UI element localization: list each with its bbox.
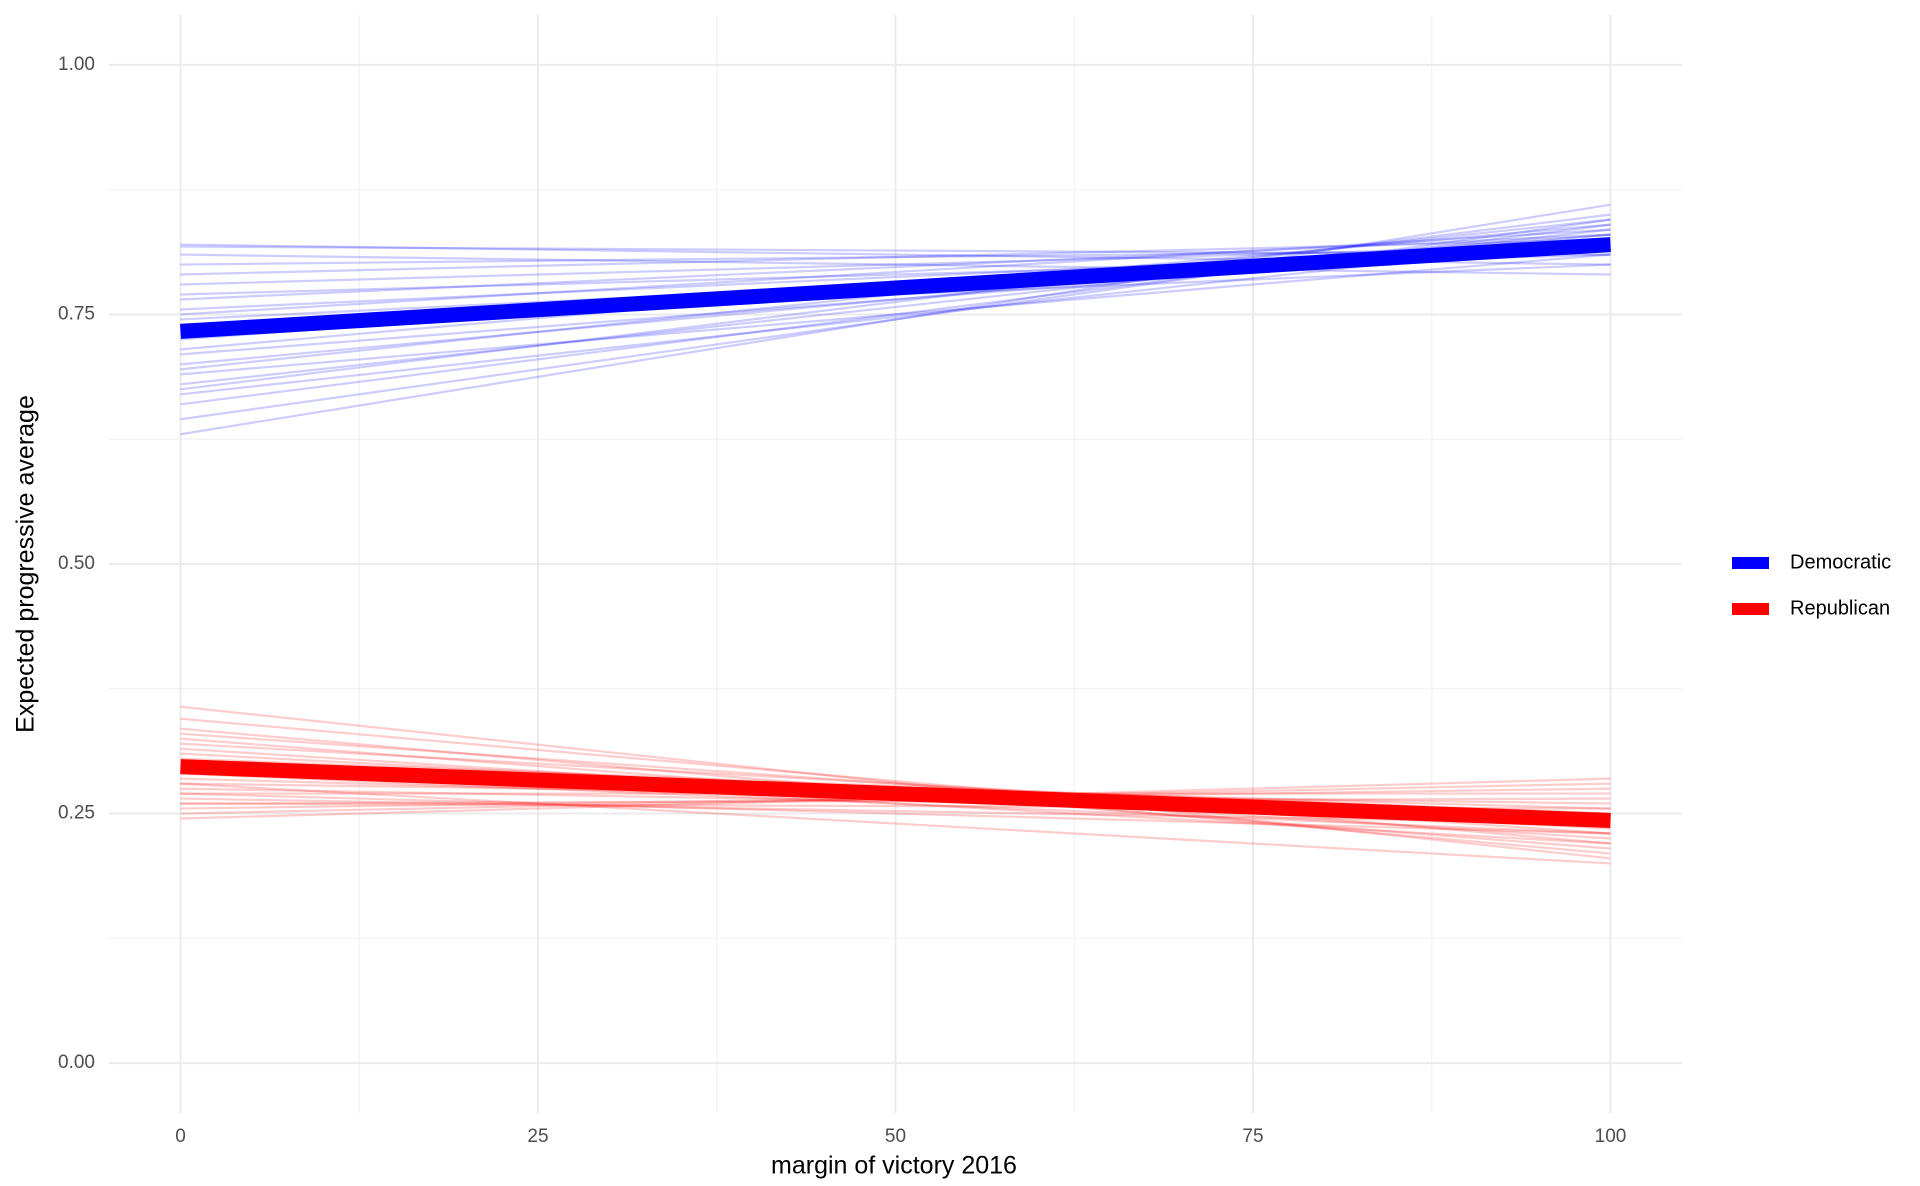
posterior-draw-line xyxy=(180,782,1611,865)
x-tick-label: 75 xyxy=(1242,1126,1263,1147)
posterior-draw-line xyxy=(180,792,1611,835)
posterior-draw-line xyxy=(180,203,1611,436)
posterior-draw-line xyxy=(180,717,1611,845)
posterior-draw-line xyxy=(180,797,1611,825)
legend-label: Republican xyxy=(1790,597,1890,619)
y-tick-label: 0.00 xyxy=(58,1052,95,1073)
y-tick-label: 0.25 xyxy=(58,803,95,824)
y-tick-label: 0.75 xyxy=(58,303,95,324)
posterior-draw-line xyxy=(180,238,1611,276)
posterior-draw-line xyxy=(180,253,1611,376)
posterior-draw-line xyxy=(180,233,1611,301)
posterior-draw-line xyxy=(180,213,1611,391)
x-tick-label: 50 xyxy=(885,1126,906,1147)
y-tick-label: 1.00 xyxy=(58,54,95,75)
y-tick-label: 0.50 xyxy=(58,553,95,574)
legend-label: Democratic xyxy=(1790,551,1891,573)
mean-line xyxy=(180,759,1611,829)
x-tick-label: 25 xyxy=(527,1126,548,1147)
posterior-draw-line xyxy=(180,228,1611,316)
posterior-draw-line xyxy=(180,705,1611,860)
posterior-draw-line xyxy=(180,772,1611,835)
posterior-draw-line xyxy=(180,253,1611,276)
x-tick-label: 100 xyxy=(1595,1126,1627,1147)
mean-line xyxy=(180,237,1611,339)
x-tick-label: 0 xyxy=(175,1126,186,1147)
x-axis-title: margin of victory 2016 xyxy=(771,1152,1017,1180)
posterior-draw-line xyxy=(180,243,1611,286)
y-axis-title: Expected progressive average xyxy=(12,395,40,733)
